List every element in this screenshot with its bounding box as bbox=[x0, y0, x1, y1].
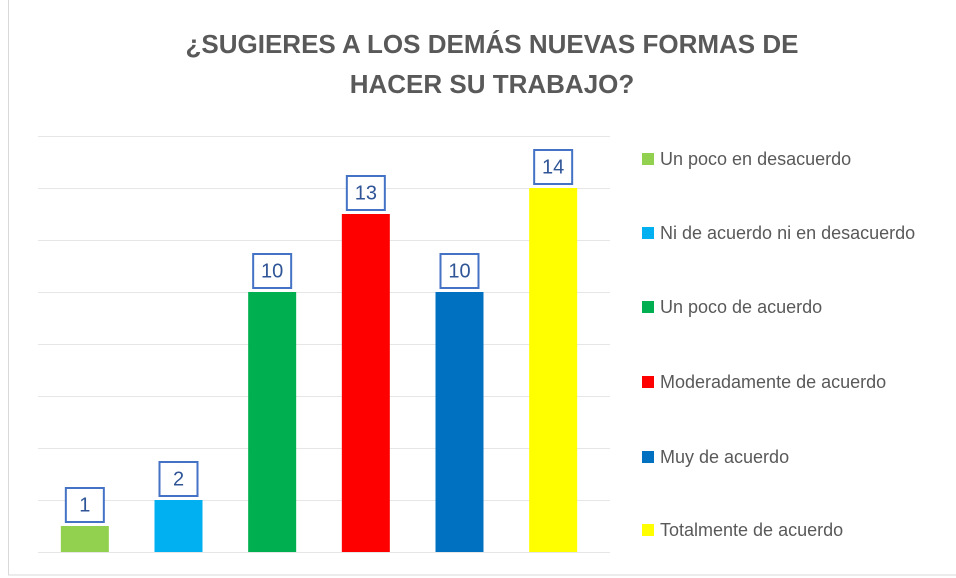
bar bbox=[60, 526, 109, 552]
legend-label: Muy de acuerdo bbox=[660, 447, 790, 467]
legend-label: Un poco en desacuerdo bbox=[660, 149, 852, 169]
legend-swatch bbox=[642, 451, 654, 463]
legend-swatch bbox=[642, 376, 654, 388]
bar bbox=[248, 292, 297, 552]
data-label: 1 bbox=[79, 494, 90, 516]
bar bbox=[154, 500, 203, 552]
data-label-box bbox=[252, 253, 293, 289]
data-label: 10 bbox=[261, 260, 283, 282]
data-label: 10 bbox=[448, 260, 470, 282]
legend-item: Moderadamente de acuerdo bbox=[642, 366, 920, 398]
bar bbox=[435, 292, 484, 552]
bar bbox=[341, 214, 390, 552]
legend-item: Muy de acuerdo bbox=[642, 441, 920, 473]
data-label: 13 bbox=[355, 182, 377, 204]
legend-label: Ni de acuerdo ni en desacuerdo bbox=[660, 223, 916, 243]
data-label: 2 bbox=[173, 468, 184, 490]
legend-label: Un poco de acuerdo bbox=[660, 297, 823, 317]
data-label-box bbox=[345, 175, 386, 211]
plot-area: 1 2 10 13 10 14 bbox=[38, 136, 610, 553]
legend-label: Moderadamente de acuerdo bbox=[660, 372, 887, 392]
legend-swatch bbox=[642, 227, 654, 239]
legend-item: Un poco en desacuerdo bbox=[642, 143, 920, 175]
legend-swatch bbox=[642, 301, 654, 313]
legend-swatch bbox=[642, 524, 654, 536]
data-label-box bbox=[533, 149, 574, 185]
chart-title: ¿SUGIERES A LOS DEMÁS NUEVAS FORMAS DE H… bbox=[185, 29, 799, 99]
legend-item: Un poco de acuerdo bbox=[642, 291, 920, 323]
bar bbox=[529, 188, 578, 552]
legend-item: Ni de acuerdo ni en desacuerdo bbox=[642, 217, 920, 249]
data-label-box bbox=[439, 253, 480, 289]
legend-item: Totalmente de acuerdo bbox=[642, 514, 920, 546]
data-label-box bbox=[64, 487, 105, 523]
legend-swatch bbox=[642, 153, 654, 165]
data-label: 14 bbox=[542, 156, 564, 178]
data-label-box bbox=[158, 461, 199, 497]
legend-label: Totalmente de acuerdo bbox=[660, 520, 844, 540]
